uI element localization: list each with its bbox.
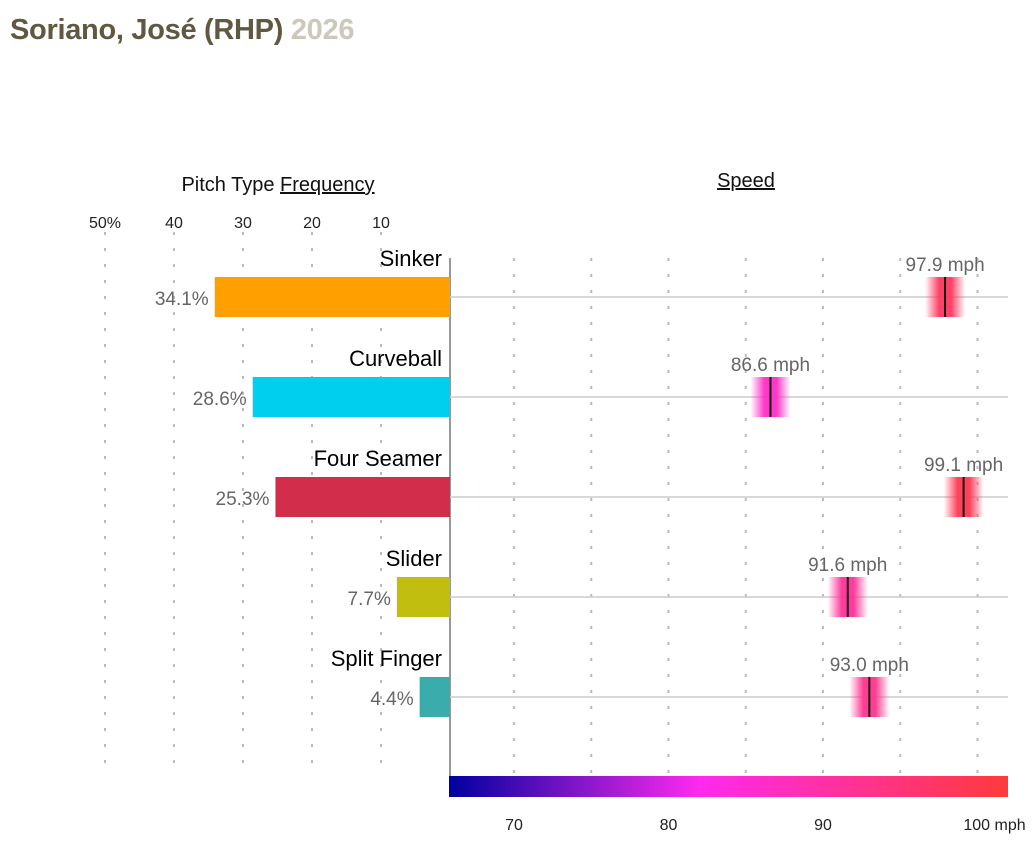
player-name: Soriano, José (RHP) [10, 14, 284, 46]
frequency-tick-label: 50% [89, 215, 121, 232]
season-year: 2026 [290, 14, 355, 46]
speed-title[interactable]: Speed [717, 170, 775, 192]
pitch-type-label: Slider [386, 546, 442, 571]
frequency-value-label: 28.6% [193, 389, 247, 410]
pitch-type-label: Four Seamer [314, 446, 442, 471]
frequency-tick-label: 20 [303, 215, 321, 232]
speed-tick-label: 100 mph [963, 817, 1025, 834]
frequency-tick-label: 10 [372, 215, 390, 232]
frequency-bar [396, 577, 450, 617]
speed-color-scale [449, 776, 1008, 797]
pitch-type-label: Split Finger [331, 646, 442, 671]
speed-tick-label: 70 [505, 817, 523, 834]
frequency-tick-label: 30 [234, 215, 252, 232]
speed-tick-label: 90 [814, 817, 832, 834]
frequency-bar [419, 677, 450, 717]
frequency-tick-label: 40 [165, 215, 183, 232]
speed-value-label: 93.0 mph [830, 655, 909, 676]
frequency-value-label: 25.3% [216, 489, 270, 510]
frequency-value-label: 7.7% [348, 589, 391, 610]
frequency-value-label: 34.1% [155, 289, 209, 310]
page-title: Soriano, José (RHP) 2026 [10, 14, 354, 47]
frequency-value-label: 4.4% [370, 689, 413, 710]
pitch-type-label: Sinker [380, 246, 442, 271]
frequency-link[interactable]: Frequency [280, 174, 375, 196]
frequency-title: Pitch Type Frequency [181, 174, 374, 196]
frequency-bar [214, 277, 450, 317]
speed-value-label: 99.1 mph [924, 455, 1003, 476]
speed-tick-label: 80 [660, 817, 678, 834]
speed-value-label: 97.9 mph [905, 255, 984, 276]
speed-value-label: 91.6 mph [808, 555, 887, 576]
pitch-type-label: Curveball [349, 346, 442, 371]
speed-value-label: 86.6 mph [731, 355, 810, 376]
frequency-bar [252, 377, 450, 417]
frequency-bar [275, 477, 450, 517]
